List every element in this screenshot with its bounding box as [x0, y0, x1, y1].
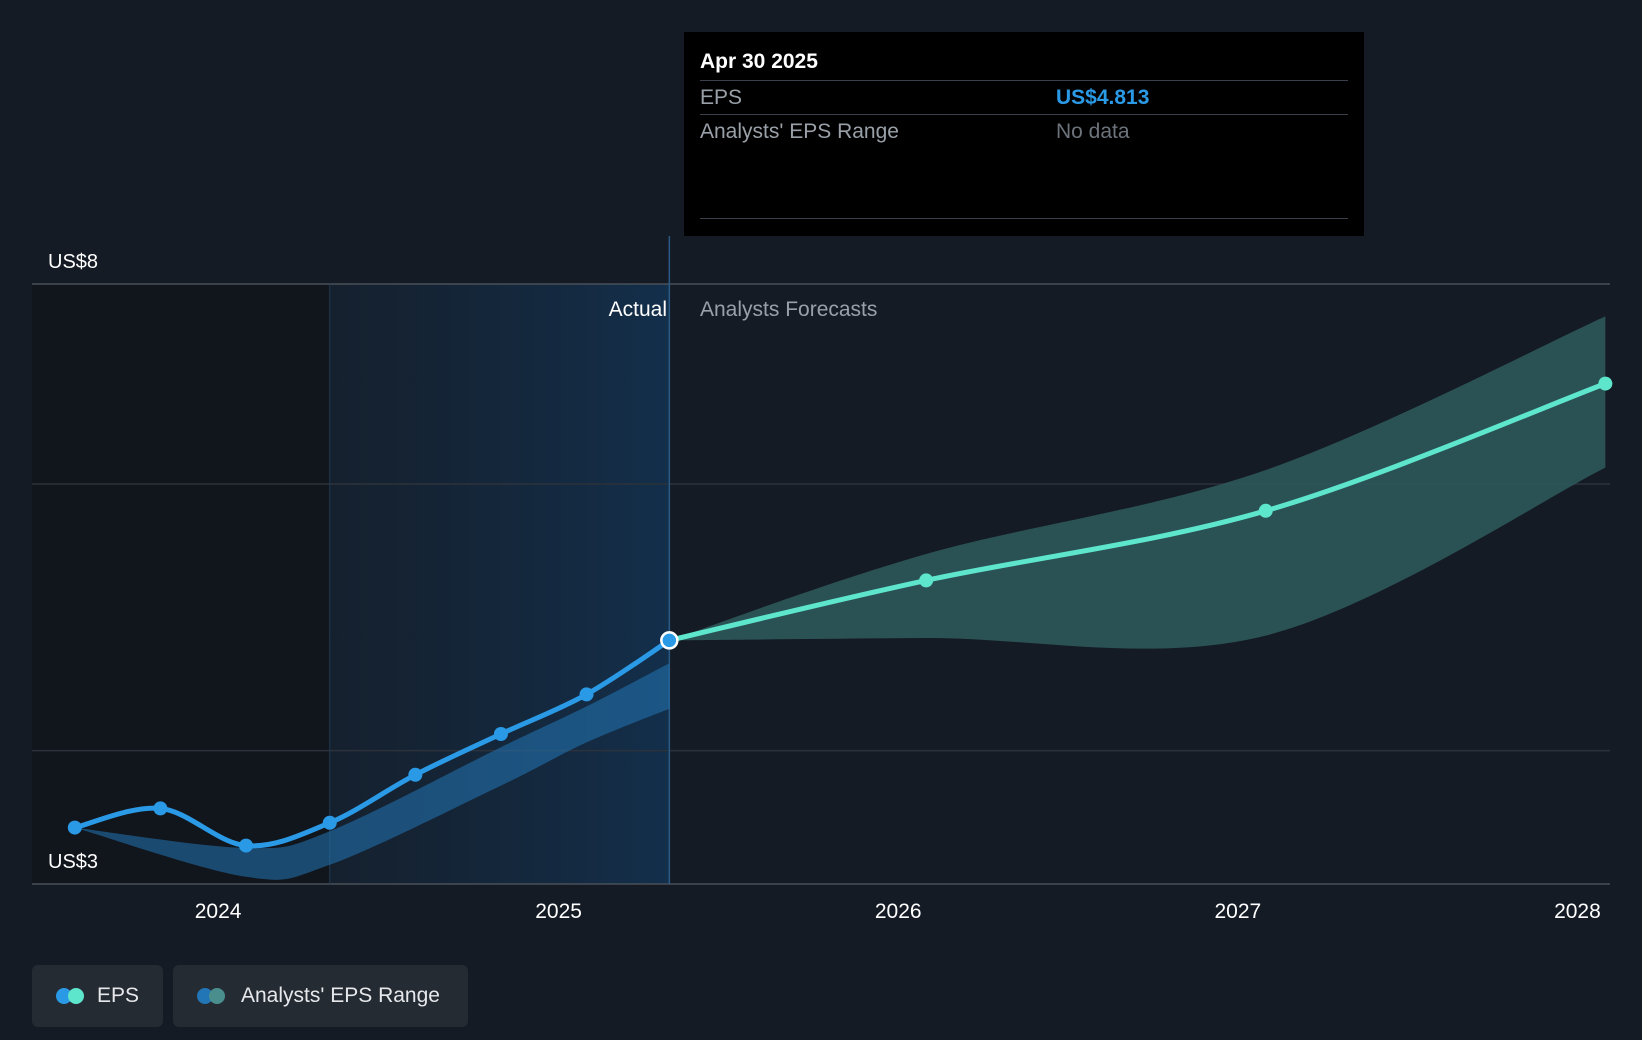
eps-legend-icon	[56, 988, 84, 1004]
forecast-region-label: Analysts Forecasts	[700, 298, 877, 321]
tooltip-date: Apr 30 2025	[700, 50, 818, 73]
actual-eps-point	[67, 820, 82, 835]
actual-eps-point	[322, 815, 337, 830]
forecast-eps-point	[1258, 503, 1273, 518]
legend-range-label: Analysts' EPS Range	[241, 984, 440, 1007]
actual-eps-point	[408, 767, 423, 782]
past-region-background	[32, 284, 330, 884]
range-legend-icon	[197, 988, 227, 1004]
tooltip-divider	[700, 218, 1348, 219]
tooltip-range-row: Analysts' EPS Range No data	[700, 114, 1348, 148]
x-tick-label-2025: 2025	[535, 900, 582, 923]
tooltip-eps-label: EPS	[700, 85, 743, 109]
forecast-eps-line	[666, 381, 1608, 643]
actual-region-label: Actual	[609, 298, 667, 321]
hover-tooltip: Apr 30 2025 EPS US$4.813 Analysts' EPS R…	[684, 32, 1364, 236]
y-tick-label-top: US$8	[48, 251, 98, 273]
actual-eps-point	[493, 727, 508, 741]
actual-eps-point	[153, 801, 168, 816]
x-tick-label-2027: 2027	[1214, 900, 1261, 923]
hovered-eps-point	[660, 631, 679, 650]
tooltip-range-value: No data	[1056, 119, 1130, 143]
x-tick-label-2024: 2024	[195, 900, 242, 923]
tooltip-eps-row: EPS US$4.813	[700, 80, 1348, 114]
tooltip-range-label: Analysts' EPS Range	[700, 119, 899, 143]
actual-eps-point	[579, 687, 594, 702]
legend-eps-label: EPS	[96, 984, 139, 1007]
x-tick-label-2026: 2026	[875, 900, 922, 923]
x-tick-label-2028: 2028	[1554, 900, 1601, 923]
tooltip-eps-value: US$4.813	[1056, 85, 1150, 109]
forecast-eps-point	[1598, 376, 1613, 391]
forecast-eps-range-area	[669, 316, 1606, 649]
legend-item-eps-range[interactable]: Analysts' EPS Range	[173, 965, 468, 1027]
actual-eps-range-area	[74, 663, 670, 880]
forecast-eps-point	[919, 573, 934, 588]
actual-eps-line	[72, 637, 672, 849]
legend-item-eps[interactable]: EPS	[32, 965, 163, 1027]
actual-eps-point	[238, 838, 253, 853]
y-tick-label-bottom: US$3	[48, 851, 98, 873]
